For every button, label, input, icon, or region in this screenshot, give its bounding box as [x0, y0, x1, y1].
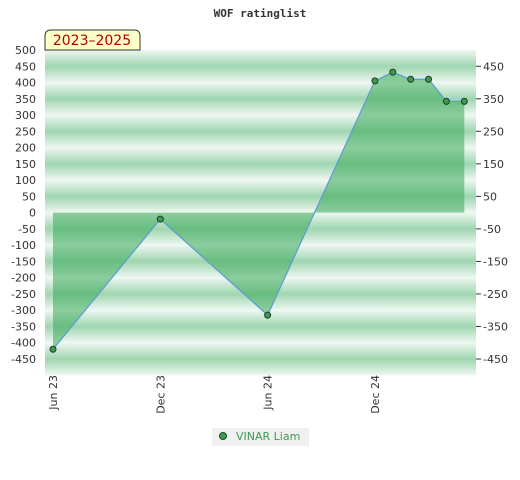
x-tick-label: Jun 23	[47, 375, 60, 411]
right-tick-label: 150	[483, 158, 504, 171]
left-tick-label: -150	[11, 255, 36, 268]
left-tick-label: 400	[15, 77, 36, 90]
chart-title: WOF ratinglist	[214, 7, 307, 20]
right-axis: 450 350 250 150 50 -50 -150 -250 -350 -450	[476, 60, 508, 366]
left-tick-label: 150	[15, 158, 36, 171]
legend-marker	[219, 432, 227, 440]
left-axis: 500450400350300250200150100500-50-100-15…	[11, 44, 36, 366]
period-label: 2023–2025	[53, 33, 131, 49]
left-tick-label: -100	[11, 239, 36, 252]
right-tick-label: -250	[483, 288, 508, 301]
right-tick-label: 450	[483, 60, 504, 73]
data-point[interactable]	[389, 68, 397, 76]
left-tick-label: -300	[11, 304, 36, 317]
left-tick-label: 200	[15, 142, 36, 155]
left-tick-label: -250	[11, 288, 36, 301]
left-tick-label: 300	[15, 109, 36, 122]
data-point[interactable]	[156, 215, 164, 223]
left-tick-label: 500	[15, 44, 36, 57]
right-tick-label: -350	[483, 320, 508, 333]
right-tick-label: -50	[483, 223, 501, 236]
legend[interactable]: VINAR Liam	[212, 428, 309, 446]
data-point[interactable]	[442, 97, 450, 105]
x-tick-label: Dec 23	[154, 375, 167, 414]
left-tick-label: 100	[15, 174, 36, 187]
left-tick-label: -200	[11, 272, 36, 285]
x-tick-label: Jun 24	[262, 375, 275, 411]
left-tick-label: -50	[18, 223, 36, 236]
data-point[interactable]	[460, 97, 468, 105]
x-tick-label: Dec 24	[369, 375, 382, 414]
area-fill	[53, 72, 465, 350]
data-point[interactable]	[49, 345, 57, 353]
right-tick-label: 350	[483, 93, 504, 106]
left-tick-label: 450	[15, 60, 36, 73]
data-point[interactable]	[425, 75, 433, 83]
left-tick-label: -450	[11, 353, 36, 366]
data-point[interactable]	[264, 311, 272, 319]
data-point[interactable]	[407, 75, 415, 83]
left-tick-label: -400	[11, 337, 36, 350]
markers	[49, 68, 468, 353]
data-point[interactable]	[371, 77, 379, 85]
right-tick-label: -450	[483, 353, 508, 366]
right-tick-label: -150	[483, 255, 508, 268]
left-tick-label: 50	[22, 190, 36, 203]
background-band	[45, 310, 476, 343]
left-tick-label: 350	[15, 93, 36, 106]
legend-label: VINAR Liam	[236, 430, 300, 443]
left-tick-label: -350	[11, 320, 36, 333]
right-tick-label: 250	[483, 125, 504, 138]
left-tick-label: 0	[29, 207, 36, 220]
x-axis: Jun 23 Dec 23 Jun 24 Dec 24	[47, 375, 382, 414]
period-badge: 2023–2025	[44, 29, 141, 51]
background-band	[45, 342, 476, 376]
left-tick-label: 250	[15, 125, 36, 138]
right-tick-label: 50	[483, 190, 497, 203]
